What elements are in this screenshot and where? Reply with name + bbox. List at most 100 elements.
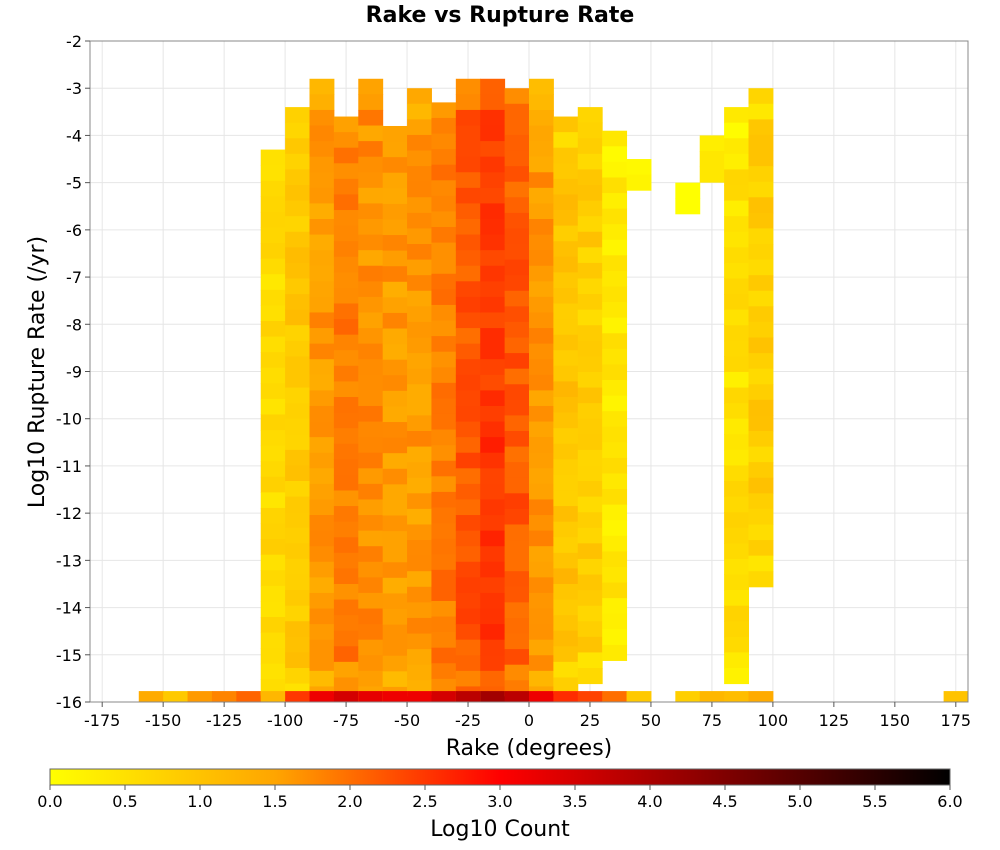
heatmap-cell (260, 461, 286, 478)
heatmap-cell (724, 558, 749, 576)
heatmap-cell (602, 130, 628, 147)
heatmap-cell (260, 507, 286, 525)
heatmap-cell (553, 568, 579, 585)
heatmap-cell (724, 403, 749, 420)
heatmap-cell (480, 655, 506, 672)
heatmap-cell (260, 196, 286, 213)
y-tick-label: -3 (66, 79, 82, 98)
heatmap-cell (504, 430, 530, 448)
heatmap-cell (431, 398, 457, 415)
heatmap-cell (309, 390, 335, 407)
heatmap-cell (333, 241, 359, 258)
heatmap-cell (724, 325, 749, 342)
heatmap-cell (748, 540, 774, 557)
heatmap-cell (431, 195, 457, 212)
heatmap-cell (455, 530, 481, 547)
heatmap-cell (577, 590, 603, 607)
heatmap-cell (553, 397, 579, 414)
heatmap-cell (455, 296, 481, 313)
heatmap-cell (529, 437, 554, 454)
colorbar-tick-label: 2.0 (337, 792, 362, 811)
heatmap-cell (333, 381, 359, 398)
heatmap-cell (602, 146, 628, 163)
heatmap-cell (358, 390, 384, 407)
heatmap-cell (333, 397, 359, 414)
heatmap-cell (333, 583, 359, 601)
heatmap-cell (529, 172, 554, 189)
heatmap-cell (602, 566, 628, 584)
heatmap-cell (553, 287, 579, 305)
y-tick-label: -2 (66, 32, 82, 51)
heatmap-cell (748, 508, 774, 525)
heatmap-cell (358, 141, 384, 158)
heatmap-cell (504, 524, 530, 541)
heatmap-cell (748, 415, 774, 432)
heatmap-cell (431, 523, 457, 540)
heatmap-cell (333, 474, 359, 491)
heatmap-cell (504, 555, 530, 572)
heatmap-cell (724, 278, 749, 295)
heatmap-cell (577, 356, 603, 373)
heatmap-cell (724, 543, 749, 560)
heatmap-cell (431, 336, 457, 353)
heatmap-cell (602, 177, 628, 194)
x-tick-label: -100 (267, 711, 303, 730)
heatmap-cell (553, 537, 579, 554)
heatmap-cell (553, 521, 579, 538)
colorbar-tick-label: 4.5 (712, 792, 737, 811)
heatmap-cell (358, 483, 384, 500)
heatmap-cell (480, 437, 506, 454)
heatmap-cell (553, 677, 579, 694)
heatmap-cell (260, 258, 286, 275)
heatmap-cell (333, 303, 359, 320)
heatmap-cell (333, 225, 359, 242)
heatmap-cell (431, 227, 457, 244)
heatmap-cell (309, 312, 335, 329)
heatmap-cell (333, 147, 359, 164)
heatmap-cell (480, 234, 506, 251)
heatmap-cell (577, 527, 603, 544)
heatmap-cell (724, 153, 749, 170)
heatmap-cell (431, 102, 457, 119)
colorbar-tick-label: 4.0 (637, 792, 662, 811)
heatmap-cell (333, 272, 359, 289)
heatmap-cell-bottom (358, 691, 384, 702)
heatmap-cell (407, 259, 432, 276)
heatmap-cell (260, 476, 286, 493)
heatmap-cell (407, 181, 432, 198)
heatmap-cell (309, 125, 335, 142)
heatmap-cell (431, 304, 457, 322)
heatmap-cell (480, 172, 506, 189)
heatmap-cell (602, 380, 628, 397)
heatmap-cell (553, 147, 579, 164)
x-tick-label: -75 (333, 711, 359, 730)
heatmap-cell (455, 452, 481, 469)
heatmap-cell (748, 384, 774, 401)
heatmap-cell (748, 571, 774, 588)
heatmap-cell (455, 328, 481, 345)
heatmap-cell-bottom (943, 691, 968, 702)
heatmap-cell (358, 546, 384, 563)
heatmap-cell (333, 646, 359, 663)
heatmap-cell (455, 234, 481, 251)
heatmap-cell (504, 493, 530, 510)
heatmap-cell (358, 405, 384, 423)
heatmap-cell (407, 633, 432, 650)
heatmap-cell (577, 418, 603, 435)
heatmap-cell (455, 109, 481, 127)
heatmap-cell (577, 122, 603, 139)
heatmap-cell (724, 309, 749, 326)
heatmap-cell (748, 228, 774, 245)
heatmap-cell (577, 340, 603, 357)
heatmap-cell (480, 499, 506, 516)
heatmap-cell (529, 94, 554, 111)
heatmap-cell (529, 234, 554, 251)
heatmap-cell (455, 172, 481, 189)
heatmap-cell (602, 489, 628, 506)
heatmap-cell (285, 434, 310, 451)
heatmap-cell (455, 141, 481, 158)
heatmap-cell (529, 390, 554, 407)
heatmap-cell (285, 340, 310, 357)
heatmap-cell (407, 446, 432, 463)
heatmap-cell (431, 413, 457, 431)
